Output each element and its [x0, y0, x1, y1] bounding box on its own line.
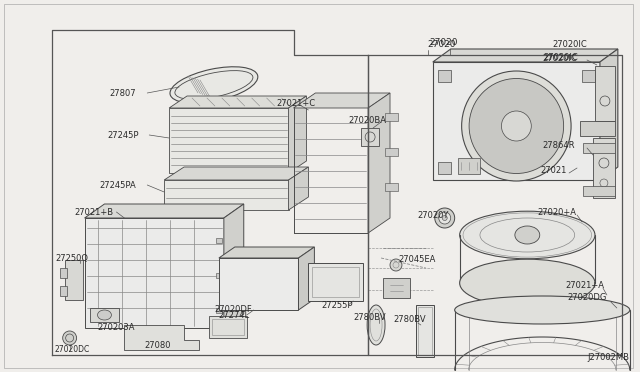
Polygon shape [289, 96, 307, 173]
Polygon shape [84, 218, 224, 328]
Polygon shape [219, 258, 298, 310]
Ellipse shape [461, 71, 571, 181]
Polygon shape [60, 286, 67, 296]
Polygon shape [385, 113, 398, 121]
Polygon shape [433, 62, 600, 180]
Text: 27020DG: 27020DG [567, 294, 607, 302]
Ellipse shape [390, 259, 402, 271]
Bar [438, 162, 451, 174]
Text: 27020: 27020 [430, 38, 458, 46]
Polygon shape [65, 260, 83, 300]
Ellipse shape [515, 226, 540, 244]
Polygon shape [385, 183, 398, 191]
Polygon shape [60, 268, 67, 278]
Text: 27255P: 27255P [321, 301, 353, 310]
Bar [209, 316, 247, 338]
Text: J27002MB: J27002MB [587, 353, 629, 362]
Bar [361, 128, 379, 146]
Polygon shape [294, 93, 390, 108]
Bar [216, 308, 222, 313]
Bar [458, 158, 479, 174]
Polygon shape [84, 204, 244, 218]
Polygon shape [164, 180, 289, 210]
Polygon shape [169, 96, 307, 108]
Text: 27020IC: 27020IC [542, 54, 577, 62]
Ellipse shape [97, 310, 111, 320]
Bar [312, 267, 359, 297]
Polygon shape [224, 204, 244, 328]
Text: 27021+A: 27021+A [565, 280, 604, 289]
Polygon shape [583, 186, 615, 196]
Text: 27864R: 27864R [542, 141, 575, 150]
Polygon shape [368, 93, 390, 233]
Polygon shape [124, 325, 199, 350]
Ellipse shape [170, 67, 258, 103]
Text: 27020DF: 27020DF [214, 305, 252, 314]
Text: 27020Y: 27020Y [418, 211, 449, 219]
Bar [418, 307, 432, 355]
Ellipse shape [439, 212, 451, 224]
Ellipse shape [435, 208, 454, 228]
Text: 27245P: 27245P [108, 131, 139, 140]
Bar [582, 70, 595, 82]
Bar [438, 70, 451, 82]
Polygon shape [433, 49, 618, 62]
Bar [216, 238, 222, 243]
Bar [216, 273, 222, 278]
Ellipse shape [460, 259, 595, 307]
Polygon shape [169, 108, 289, 173]
Text: 27080: 27080 [144, 340, 171, 350]
Text: 27250Q: 27250Q [56, 253, 89, 263]
Ellipse shape [469, 78, 564, 173]
Polygon shape [595, 66, 615, 121]
Polygon shape [164, 167, 308, 180]
Text: 27021+B: 27021+B [75, 208, 114, 217]
Ellipse shape [442, 215, 447, 221]
Polygon shape [385, 148, 398, 156]
Ellipse shape [63, 331, 77, 345]
Polygon shape [593, 138, 615, 198]
Text: 27020BA: 27020BA [348, 115, 386, 125]
Text: 2780BV: 2780BV [393, 315, 426, 324]
Ellipse shape [454, 296, 630, 324]
Text: 27274L: 27274L [219, 311, 250, 320]
Text: 27045EA: 27045EA [398, 256, 435, 264]
Bar [416, 305, 434, 357]
Polygon shape [600, 49, 618, 180]
Text: 27021+C: 27021+C [276, 99, 316, 108]
Polygon shape [90, 308, 120, 322]
Polygon shape [298, 247, 314, 310]
Text: 27020+A: 27020+A [537, 208, 576, 217]
Polygon shape [289, 167, 308, 210]
Text: 2780BV: 2780BV [353, 314, 386, 323]
Bar [308, 263, 363, 301]
Text: 27245PA: 27245PA [99, 180, 136, 189]
Text: 27020DC: 27020DC [55, 346, 90, 355]
Text: 27020: 27020 [428, 39, 456, 48]
Polygon shape [219, 247, 314, 258]
Text: 27021: 27021 [540, 166, 566, 174]
Text: 27020IC: 27020IC [552, 39, 587, 48]
Text: 27807: 27807 [109, 89, 136, 97]
Polygon shape [580, 121, 615, 136]
Polygon shape [383, 278, 410, 298]
Ellipse shape [502, 111, 531, 141]
Text: 27020IC: 27020IC [543, 52, 578, 61]
Polygon shape [583, 143, 615, 153]
Bar [212, 319, 244, 335]
Ellipse shape [460, 211, 595, 259]
Ellipse shape [367, 305, 385, 345]
Text: 270203A: 270203A [97, 323, 135, 331]
